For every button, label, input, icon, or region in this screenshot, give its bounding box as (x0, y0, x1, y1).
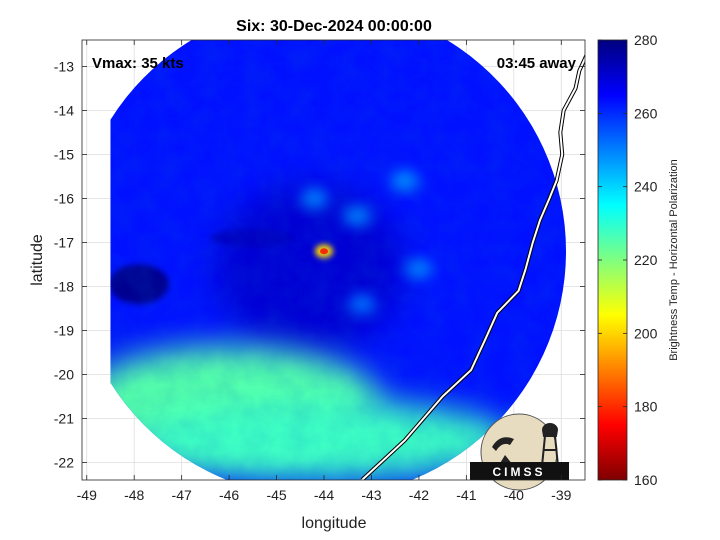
colorbar-tick-label: 240 (634, 179, 658, 195)
colorbar-tick-label: 160 (634, 472, 658, 488)
x-tick-label: -48 (124, 487, 144, 503)
colorbar-tick-label: 180 (634, 399, 658, 415)
y-axis-label: latitude (29, 234, 46, 286)
swath-texture (110, 40, 567, 480)
plot-frame (81, 39, 586, 481)
colorbar-ramp (597, 39, 628, 481)
chart-title: Six: 30-Dec-2024 00:00:00 (236, 18, 432, 35)
colorbar-label: Brightness Temp - Horizontal Polarizatio… (668, 159, 680, 361)
y-tick-label: -21 (54, 410, 74, 426)
x-axis-label: longitude (302, 515, 367, 532)
y-tick-label: -20 (54, 366, 74, 382)
x-tick-label: -44 (314, 487, 334, 503)
coastline-line (361, 55, 585, 480)
colorbar-tick-label: 200 (634, 325, 658, 341)
plot-area: CIMSS -49 -48 -47 -46 -45 -44 -43 -42 -41 -40 -39 … (54, 39, 586, 503)
y-tick-labels: -13 -14 -15 -16 -17 -18 -19 -20 -21 -22 (54, 58, 74, 470)
vmax-annotation: Vmax: 35 kts (92, 55, 184, 72)
y-tick-label: -14 (54, 102, 74, 118)
water-tower-icon (541, 423, 559, 467)
x-tick-label: -45 (266, 487, 286, 503)
colorbar-tick-label: 280 (634, 32, 658, 48)
y-tick-label: -19 (54, 322, 74, 338)
y-tick-label: -18 (54, 278, 74, 294)
x-tick-label: -39 (551, 487, 571, 503)
brightness-temperature-swath (110, 40, 567, 480)
time-away-annotation: 03:45 away (497, 55, 577, 72)
coastline (360, 53, 585, 480)
x-tick-label: -41 (456, 487, 476, 503)
x-tick-label: -49 (77, 487, 97, 503)
colorbar-tick-label: 220 (634, 252, 658, 268)
y-tick-label: -16 (54, 190, 74, 206)
logo-banner (470, 462, 569, 480)
y-tick-label: -15 (54, 146, 74, 162)
x-tick-label: -43 (361, 487, 381, 503)
y-tick-label: -13 (54, 58, 74, 74)
colorbar-ticks: 280 260 240 220 200 180 160 (598, 32, 658, 488)
colorbar: 280 260 240 220 200 180 160 Brightness Temp - … (597, 32, 680, 488)
x-tick-label: -42 (409, 487, 429, 503)
logo-text: CIMSS (492, 465, 545, 479)
cimss-logo: CIMSS (470, 413, 569, 491)
satellite-dish-icon (492, 437, 514, 465)
x-tick-label: -40 (504, 487, 524, 503)
axis-ticks (82, 40, 585, 480)
x-tick-labels: -49 -48 -47 -46 -45 -44 -43 -42 -41 -40 -39 (77, 487, 572, 503)
y-tick-label: -17 (54, 234, 74, 250)
x-tick-label: -46 (219, 487, 239, 503)
y-tick-label: -22 (54, 454, 74, 470)
x-tick-label: -47 (172, 487, 192, 503)
colorbar-tick-label: 260 (634, 105, 658, 121)
